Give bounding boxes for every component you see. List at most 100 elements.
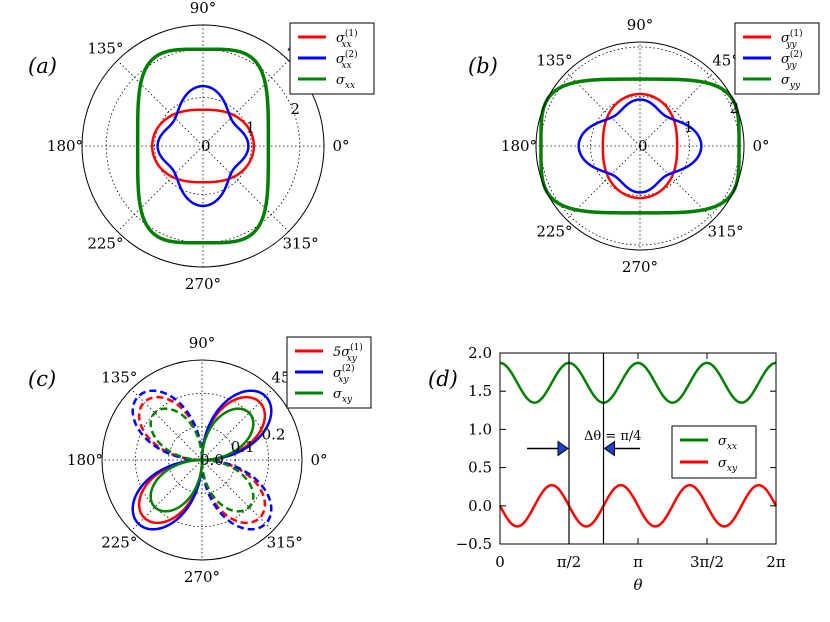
series-2-negative [149, 407, 255, 513]
radial-tick-2: 0.2 [262, 425, 286, 443]
angle-tick-3: 135° [87, 39, 123, 57]
legend: σxx σxy [671, 425, 757, 479]
polar-frame [81, 24, 325, 268]
angle-tick-4: 180° [67, 451, 103, 469]
x-tick-label-3: 3π/2 [690, 553, 724, 571]
polar-frame [101, 359, 303, 561]
angle-tick-7: 315° [267, 534, 303, 552]
grid-spoke-5 [566, 145, 641, 220]
panel-label: (d) [428, 367, 458, 391]
legend-label-0: σxx [718, 434, 737, 452]
grid-ring-1 [154, 97, 252, 195]
legend-label-0: σ(1) yy [781, 28, 803, 50]
grid-spoke-5 [131, 459, 203, 531]
angle-tick-7: 315° [707, 223, 743, 241]
grid-spoke-3 [131, 389, 203, 461]
angle-tick-6: 270° [622, 258, 658, 276]
grid-spoke-3 [117, 60, 204, 147]
series-1-negative [131, 389, 273, 531]
legend-label-1: σxy [718, 456, 738, 474]
radial-tick-1: 1 [246, 118, 256, 136]
grid-spoke-1 [639, 72, 714, 147]
grid-spoke-1 [201, 389, 273, 461]
angle-tick-0: 0° [752, 137, 769, 155]
series-2-positive [135, 47, 271, 245]
angle-tick-5: 225° [536, 223, 572, 241]
series-1-positive [131, 389, 273, 531]
angle-tick-6: 270° [184, 568, 220, 586]
legend: σ(1) yyσ(2) yy σyy [734, 22, 820, 95]
panel-label: (a) [28, 54, 57, 78]
grid-ring-2 [134, 392, 270, 528]
x-tick-label-2: π [633, 553, 643, 571]
arrow-left-head [557, 440, 569, 457]
y-tick-label-0: −0.5 [456, 535, 492, 553]
x-tick-label-1: π/2 [557, 553, 581, 571]
angle-tick-0: 0° [332, 137, 349, 155]
panel-b-polar: 0° 45° 90° 135° 180° 225° 270° 315° 0 1 2 (b) σ(1) yy… [468, 16, 820, 276]
grid-spoke-7 [639, 145, 714, 220]
angle-tick-2: 90° [190, 0, 217, 17]
legend-label-2: σxx [336, 73, 355, 91]
grid-spoke-7 [201, 459, 273, 531]
grid-spoke-7 [202, 145, 289, 232]
legend-label-0: σ(1) xx [336, 28, 358, 50]
legend-box [671, 425, 757, 479]
grid-ring-1 [168, 426, 236, 494]
legend-label-0: 5σ(1) xy [333, 342, 363, 364]
polar-frame [535, 41, 745, 251]
grid-spoke-1 [202, 60, 289, 147]
series-1-positive [156, 84, 250, 208]
legend: 5σ(1) xyσ(2) xy σxy [286, 336, 372, 409]
y-tick-label-2: 0.5 [468, 459, 492, 477]
panel-label: (b) [468, 54, 498, 78]
angle-tick-2: 90° [627, 16, 654, 34]
radial-tick-2: 2 [730, 99, 740, 117]
series-0-positive [150, 108, 256, 184]
arrow-right-head [603, 440, 615, 457]
y-tick-label-1: 0.0 [468, 497, 492, 515]
angle-tick-2: 90° [189, 334, 216, 352]
panel-c-polar: 0°45°90°135°180°225°270°315°0.00.10.2(c)… [28, 334, 372, 586]
radial-tick-0: 0 [638, 137, 648, 155]
angle-tick-6: 270° [185, 275, 221, 293]
angle-tick-5: 225° [87, 235, 123, 253]
y-tick-label-4: 1.5 [468, 382, 492, 400]
series-0-negative [137, 395, 267, 525]
panel-d-cartesian: Δθ = π/4 −0.5 0.0 0.5 1.0 1.5 2.0 0 π/2 π 3π/2 2π θ (… [428, 344, 786, 594]
angle-tick-4: 180° [501, 137, 537, 155]
angle-tick-5: 225° [101, 534, 137, 552]
angle-tick-1: 45° [712, 51, 739, 69]
panel-label: (c) [28, 367, 56, 391]
legend-label-1: σ(2) yy [781, 49, 803, 71]
radial-tick-1: 0.1 [231, 438, 255, 456]
x-tick-label-4: 2π [766, 553, 786, 571]
legend: σ(1) xxσ(2) xx σxx [289, 22, 375, 95]
grid-ring-2 [105, 48, 301, 244]
legend-label-2: σxy [333, 387, 353, 405]
series-0-positive [601, 92, 679, 200]
radial-tick-0: 0 [201, 137, 211, 155]
angle-tick-0: 0° [310, 451, 327, 469]
series-2-positive [539, 77, 741, 215]
delta-theta-annotation: Δθ = π/4 [584, 429, 642, 444]
legend-label-1: σ(2) xy [333, 363, 355, 385]
radial-tick-2: 2 [290, 100, 300, 118]
legend-label-1: σ(2) xx [336, 49, 358, 71]
radial-tick-1: 1 [684, 118, 694, 136]
series-1-positive [577, 98, 703, 194]
panel-a-polar: 0°45°90°135°180°225°270°315°012(a)σ(1)xx… [28, 0, 375, 293]
series-2-positive [149, 407, 255, 513]
y-tick-label-5: 2.0 [468, 344, 492, 362]
x-tick-label-0: 0 [495, 553, 505, 571]
x-axis-label: θ [633, 576, 642, 594]
grid-ring-1 [590, 96, 690, 196]
series-1-line [498, 483, 778, 528]
angle-tick-4: 180° [47, 137, 83, 155]
angle-tick-3: 135° [101, 368, 137, 386]
angle-tick-3: 135° [536, 51, 572, 69]
y-tick-label-3: 1.0 [468, 420, 492, 438]
series-0-line [499, 361, 777, 404]
grid-spoke-5 [117, 145, 204, 232]
